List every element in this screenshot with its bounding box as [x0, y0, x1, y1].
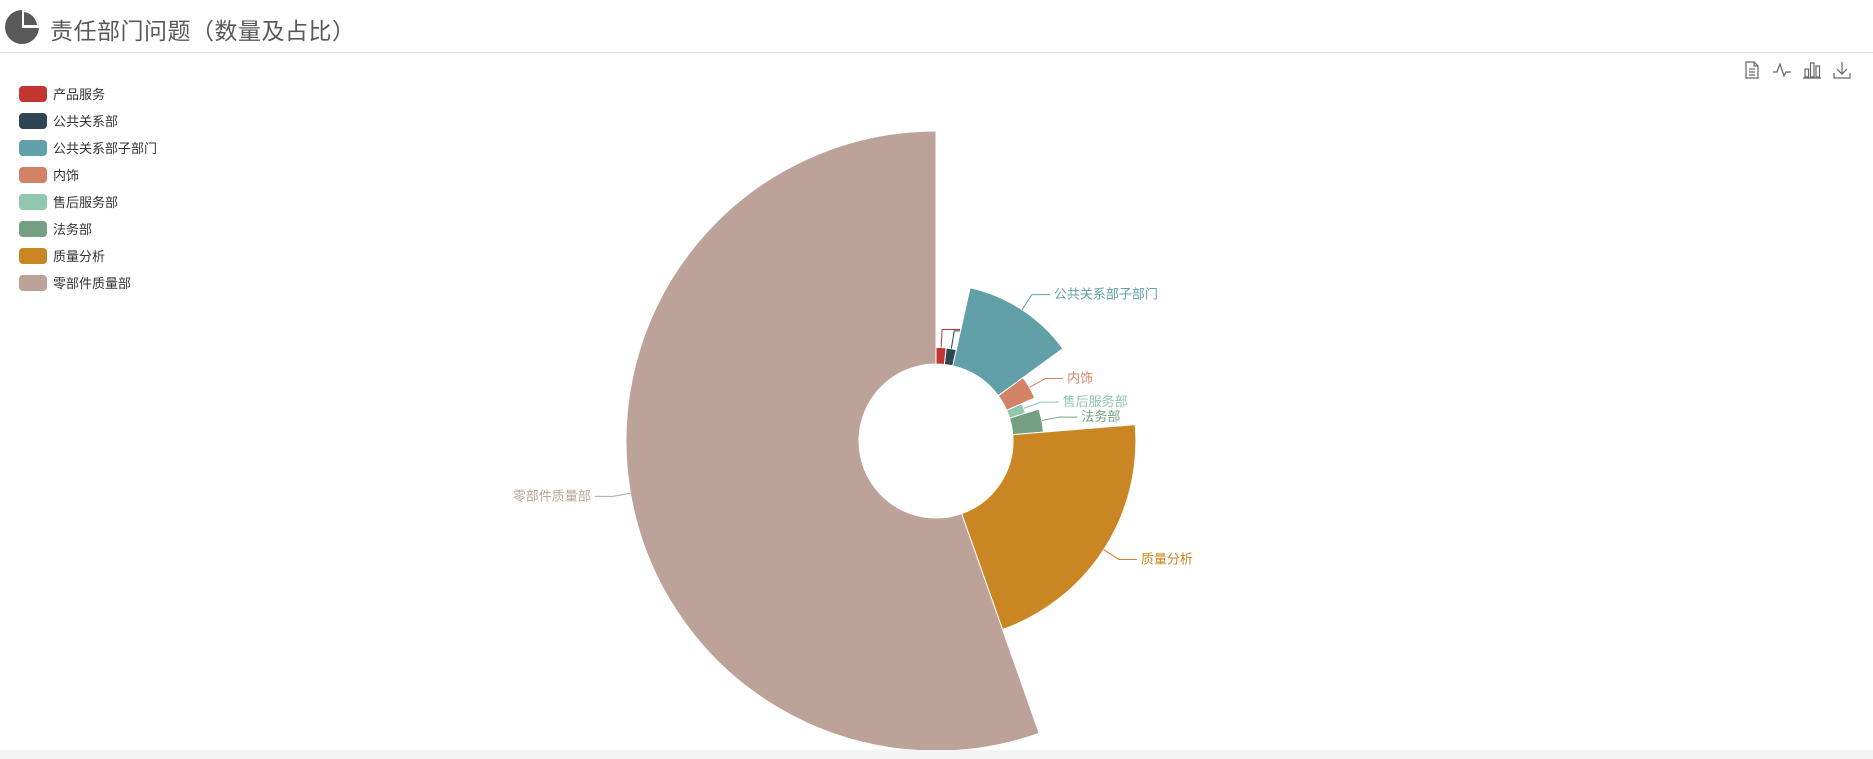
legend-item[interactable]: 质量分析 — [19, 242, 157, 269]
label-leader-line — [1041, 416, 1078, 421]
slice-label: 内饰 — [1067, 371, 1093, 387]
legend-label: 产品服务 — [53, 88, 106, 103]
legend-label: 售后服务部 — [53, 196, 119, 211]
pie-chart-icon — [5, 10, 39, 44]
chart-toolbox — [1742, 60, 1862, 80]
slice-label: 法务部 — [1081, 409, 1120, 425]
pie-slice[interactable] — [952, 287, 1064, 397]
slice-label: 零部件质量部 — [513, 489, 591, 504]
legend-swatch — [19, 166, 47, 183]
label-leader-line — [1103, 549, 1137, 560]
legend-label: 法务部 — [53, 223, 93, 238]
legend-label: 零部件质量部 — [53, 277, 132, 292]
chart-title: 责任部门问题（数量及占比） — [50, 19, 356, 45]
pie-slice[interactable] — [960, 424, 1137, 631]
label-leader-line — [1029, 378, 1064, 388]
legend-swatch — [19, 247, 47, 264]
data-view-icon[interactable] — [1742, 60, 1762, 80]
legend-label: 公共关系部子部门 — [53, 142, 158, 157]
slice-label: 售后服务部 — [1063, 394, 1128, 410]
legend-swatch — [19, 139, 47, 156]
legend-swatch — [19, 274, 47, 291]
label-leader-line — [594, 492, 631, 497]
legend-item[interactable]: 产品服务 — [19, 80, 157, 107]
label-leader-line — [940, 329, 961, 348]
label-leader-line — [1021, 294, 1050, 310]
line-chart-icon[interactable] — [1772, 60, 1792, 80]
legend-item[interactable]: 零部件质量部 — [19, 269, 157, 296]
bottom-strip — [0, 750, 1873, 759]
legend-swatch — [19, 112, 47, 129]
legend-label: 公共关系部 — [53, 115, 119, 130]
chart-legend: 产品服务公共关系部公共关系部子部门 内饰售后服务部法务部质量分析零部件质量部 — [19, 80, 157, 296]
chart-header: 责任部门问题（数量及占比） — [0, 0, 1873, 53]
bar-chart-icon[interactable] — [1802, 60, 1822, 80]
legend-label: 内饰 — [53, 169, 80, 184]
legend-label: 质量分析 — [53, 250, 106, 265]
legend-item[interactable]: 内饰 — [19, 161, 157, 188]
legend-item[interactable]: 公共关系部 — [19, 107, 157, 134]
pie-slice[interactable] — [625, 130, 1040, 752]
download-icon[interactable] — [1832, 60, 1852, 80]
slice-label: 公共关系部子部门 — [1054, 288, 1158, 303]
legend-swatch — [19, 85, 47, 102]
legend-swatch — [19, 193, 47, 210]
legend-item[interactable]: 售后服务部 — [19, 188, 157, 215]
label-leader-line — [1023, 401, 1059, 409]
slice-label: 质量分析 — [1141, 552, 1193, 567]
legend-item[interactable]: 法务部 — [19, 215, 157, 242]
legend-swatch — [19, 220, 47, 237]
legend-item[interactable]: 公共关系部子部门 — [19, 134, 157, 161]
